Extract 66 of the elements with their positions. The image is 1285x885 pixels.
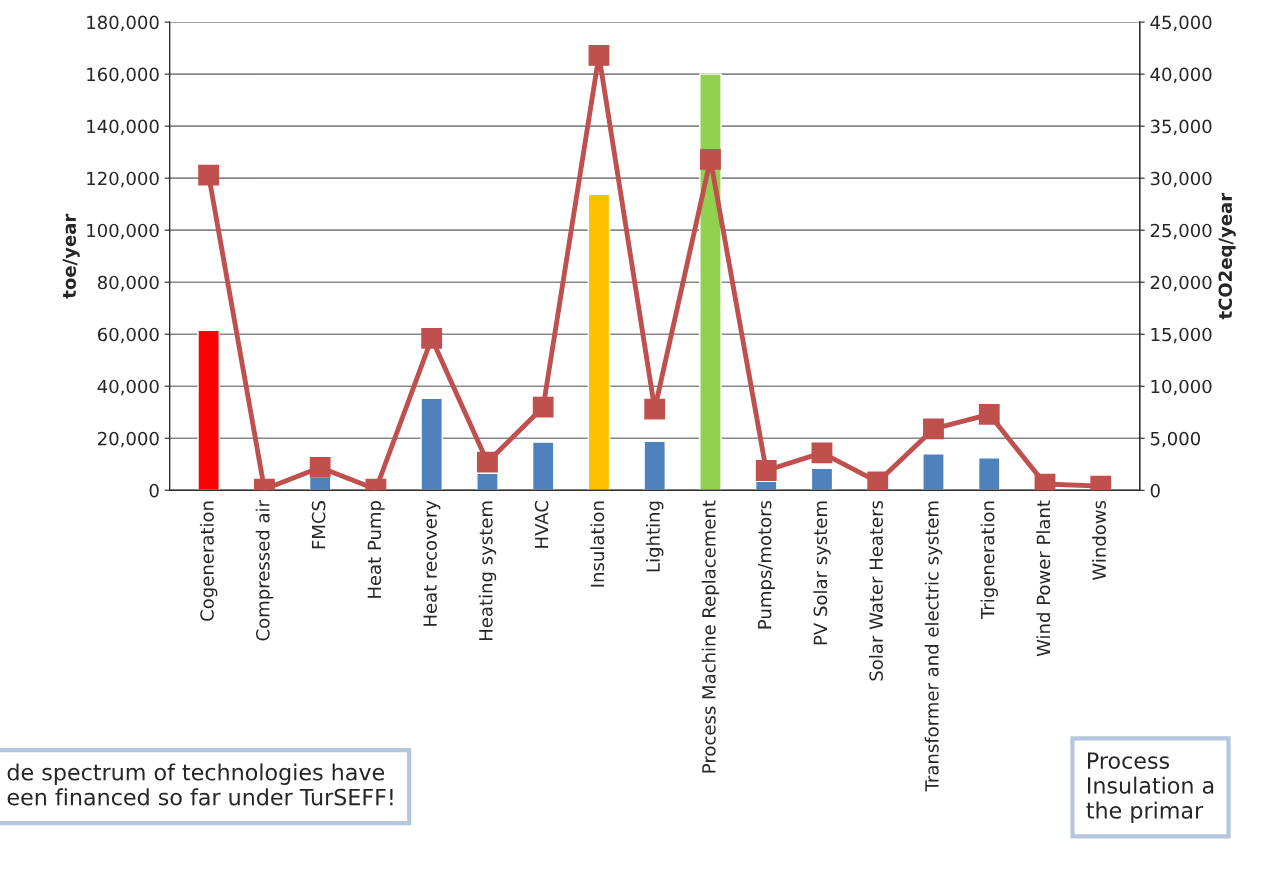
point [755,460,777,481]
bar [810,467,834,491]
point [198,164,220,186]
bar [977,457,1001,491]
y2-tick-label: 40,000 [1150,67,1212,84]
x-tick-label: Heat Pump [367,501,385,598]
point [700,149,721,170]
x-tick-label: Insulation [590,501,605,587]
bar [420,397,443,491]
point [644,398,666,420]
y-tick-label: 80,000 [97,275,159,292]
point [923,418,944,440]
y2-axis-title: tCO2eq/year [1218,192,1236,320]
point [421,327,443,349]
x-tick-label: Transformer and electric system [924,501,943,792]
bar [197,329,220,491]
bar [754,480,778,491]
point [978,403,1000,425]
bar [587,193,611,491]
bar [531,441,555,491]
point [477,451,498,473]
y-tick-label: 120,000 [87,171,159,188]
y-tick-label: 180,000 [87,15,159,32]
y2-tick-label: 0 [1150,483,1160,498]
y2-tick-label: 35,000 [1150,119,1212,136]
y2-tick-label: 20,000 [1150,275,1212,292]
y2-tick-label: 5,000 [1150,431,1201,448]
bar [922,453,945,491]
x-tick-label: Lighting [645,501,664,572]
y2-tick-label: 45,000 [1150,15,1212,32]
point [588,44,610,66]
bar [476,472,499,491]
x-tick-label: FMCS [311,501,326,549]
point [309,456,331,478]
bar [643,440,666,491]
x-tick-label: Heat recovery [423,500,441,626]
y-tick-label: 60,000 [97,327,159,344]
text: Process Insulation a the primar [1086,752,1214,824]
point [1034,473,1056,491]
x-tick-label: PV Solar system [813,501,831,645]
y2-tick-label: 15,000 [1151,327,1212,344]
x-tick-label: Cogeneration [199,501,218,621]
y-tick-label: 0 [149,483,159,498]
text: de spectrum of technologies have een financed so far under TurSEFF! [7,763,393,806]
x-tick-label: Windows [1092,500,1106,580]
x-tick-label: Wind Power Plant [1036,500,1051,657]
x-tick-label: Solar Water Heaters [869,500,883,681]
y-tick-label: 100,000 [87,223,159,240]
x-tick-label: Process Machine Replacement [701,500,720,773]
y2-tick-label: 10,000 [1151,379,1212,396]
x-tick-label: Compressed air [255,500,274,641]
point [867,471,889,491]
point [811,442,833,464]
x-tick-label: Heating system [478,501,497,640]
y-tick-label: 40,000 [97,379,159,396]
y2-tick-label: 25,000 [1150,223,1212,240]
x-tick-label: Pumps/motors [758,500,775,629]
y-tick-label: 160,000 [87,67,159,84]
x-tick-label: HVAC [534,500,549,548]
y-axis-title: toe/year [62,213,80,299]
x-tick-label: Trigeneration [980,501,998,620]
y-tick-label: 140,000 [87,119,159,136]
point [532,396,554,418]
y-tick-label: 20,000 [98,431,159,448]
bar [699,73,722,491]
y2-tick-label: 30,000 [1150,171,1212,188]
